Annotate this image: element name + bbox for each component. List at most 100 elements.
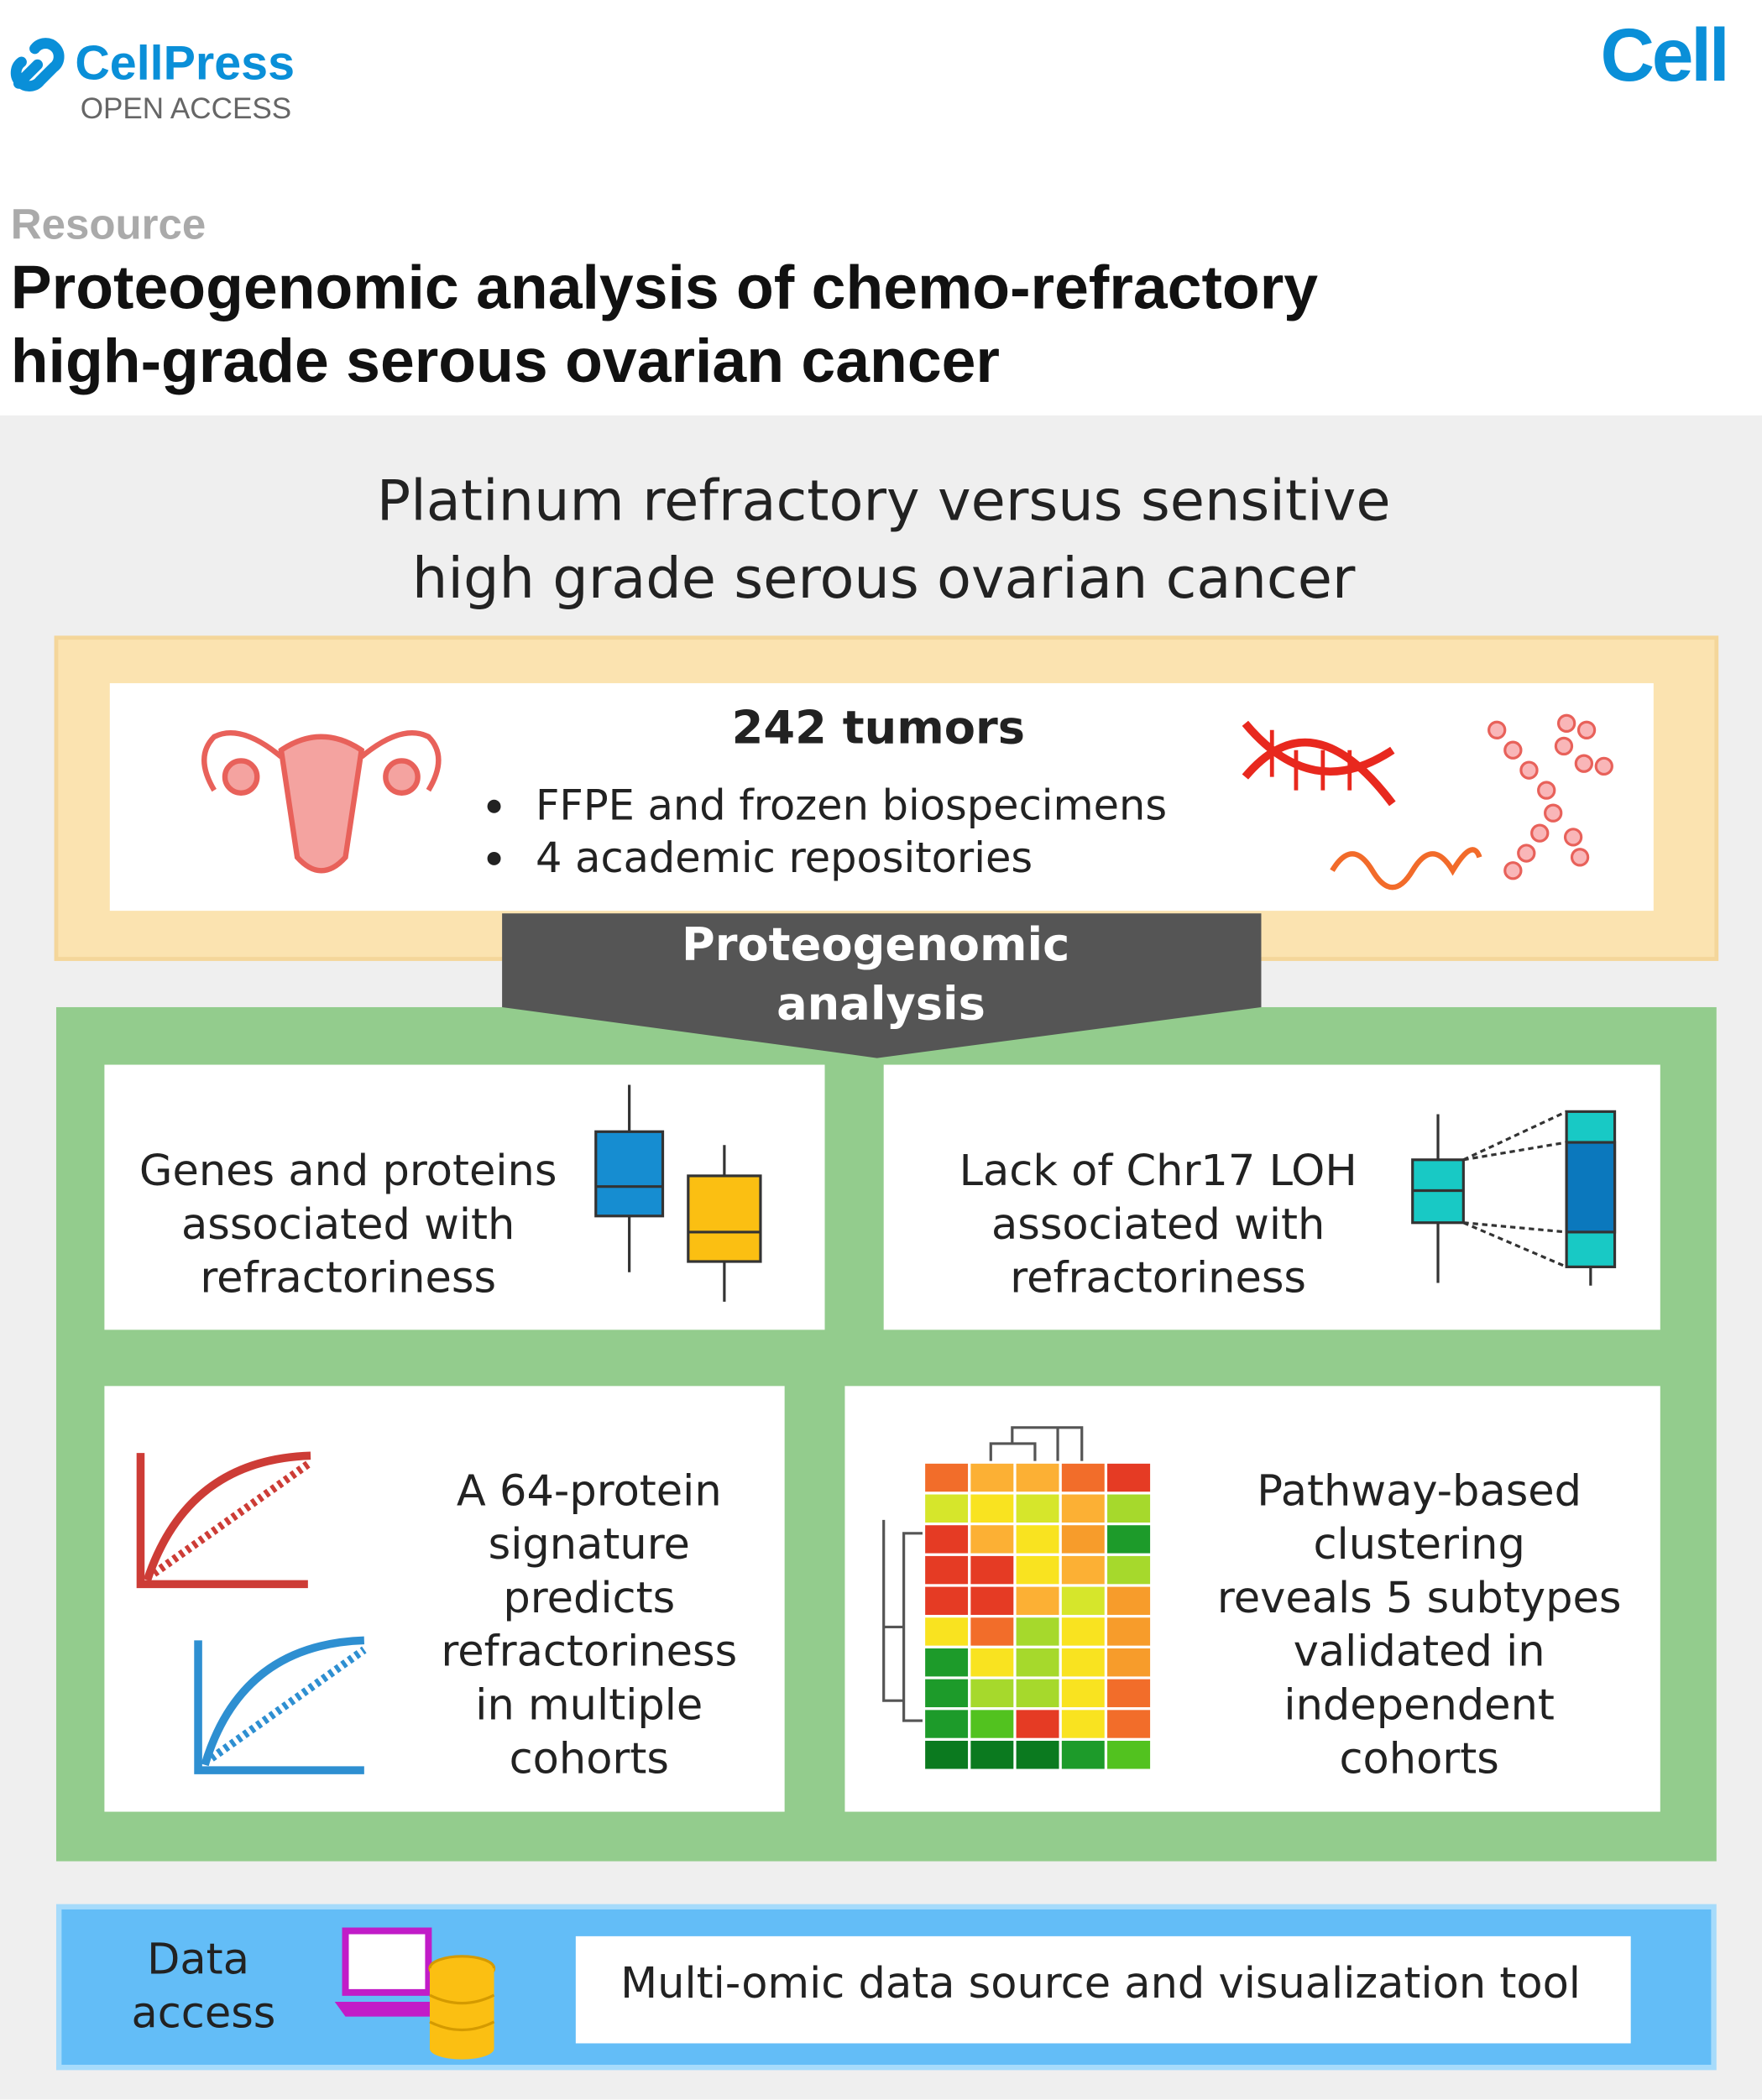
heatmap-cell [968, 1584, 1017, 1618]
heatmap-cell [1104, 1615, 1153, 1648]
heatmap-cell [968, 1615, 1017, 1648]
finding-text: signature [489, 1520, 690, 1570]
finding-text: associated with [181, 1200, 515, 1250]
finding-text: validated in [1294, 1627, 1545, 1677]
bullet [487, 799, 501, 813]
heatmap-cell [968, 1460, 1017, 1495]
access: OPEN ACCESS [81, 92, 291, 125]
heatmap-cell [968, 1707, 1017, 1742]
heatmap-cell [1104, 1707, 1153, 1742]
banner-text: analysis [776, 977, 986, 1030]
heatmap-cell [1104, 1737, 1153, 1772]
heatmap-cell [1059, 1645, 1108, 1679]
banner-arrow [502, 913, 1262, 1058]
finding-text: independent [1284, 1680, 1555, 1730]
heatmap-cell [1059, 1676, 1108, 1711]
heatmap-cell [922, 1615, 971, 1648]
heatmap-cell [1013, 1460, 1062, 1495]
article-type: Resource [11, 200, 207, 248]
banner-text: Proteogenomic [682, 918, 1069, 971]
heatmap-cell [1013, 1676, 1062, 1711]
heatmap-cell [922, 1584, 971, 1618]
uterus-icon [201, 730, 442, 874]
journal: Cell [1601, 13, 1728, 97]
data-access-label: Data [147, 1935, 249, 1985]
heatmap-cell [1013, 1491, 1062, 1526]
protein-icon [1488, 713, 1613, 880]
heatmap-cell [968, 1523, 1017, 1556]
abstract-title: Platinum refractory versus sensitive [377, 468, 1391, 533]
tool-text: Multi-omic data source and visualization… [620, 1959, 1581, 2009]
heatmap-cell [1104, 1584, 1153, 1618]
curves-icon [136, 1451, 367, 1774]
heatmap-cell [922, 1645, 971, 1679]
heatmap-cell [1059, 1707, 1108, 1742]
heatmap-cell [1013, 1584, 1062, 1618]
heatmap-cell [968, 1645, 1017, 1679]
tool-box [575, 1935, 1631, 2044]
finding-text: cohorts [510, 1734, 669, 1784]
heatmap-cell [1104, 1645, 1153, 1679]
finding-text: in multiple [475, 1680, 703, 1730]
heatmap-cell [1013, 1553, 1062, 1587]
publisher: CellPress [75, 37, 295, 91]
finding-text: reveals 5 subtypes [1217, 1574, 1622, 1623]
boxplot-icon [594, 1084, 762, 1302]
heatmap-cell [1059, 1553, 1108, 1587]
heatmap-cell [1059, 1615, 1108, 1648]
heatmap-cell [1104, 1676, 1153, 1711]
heatmap-cell [1104, 1553, 1153, 1587]
cohort-inner [109, 682, 1654, 912]
bullet [487, 851, 501, 865]
heatmap-cell [1013, 1523, 1062, 1556]
heatmap-cell [922, 1491, 971, 1526]
finding-text: refractoriness [1010, 1254, 1306, 1303]
heatmap [922, 1460, 1153, 1772]
finding-text: refractoriness [441, 1627, 737, 1677]
heatmap-cell [1013, 1615, 1062, 1648]
data-access-label: access [131, 1988, 275, 2038]
loh-icon [1411, 1110, 1617, 1286]
finding-text: clustering [1313, 1520, 1524, 1570]
heatmap-cell [1104, 1523, 1153, 1556]
heatmap-cell [922, 1737, 971, 1772]
finding-text: cohorts [1339, 1734, 1498, 1784]
finding-text: Lack of Chr17 LOH [959, 1147, 1357, 1196]
dna-icon [1242, 720, 1482, 891]
finding-text: associated with [991, 1200, 1325, 1250]
heatmap-cell [1059, 1460, 1108, 1495]
finding-text: refractoriness [200, 1254, 496, 1303]
article-title: high-grade serous ovarian cancer [11, 326, 1000, 395]
heatmap-cell [922, 1460, 971, 1495]
heatmap-cell [1013, 1737, 1062, 1772]
finding-text: Genes and proteins [139, 1147, 557, 1196]
heatmap-cell [922, 1676, 971, 1711]
heatmap-cell [968, 1491, 1017, 1526]
heatmap-cell [922, 1707, 971, 1742]
heatmap-cell [968, 1553, 1017, 1587]
heatmap-cell [922, 1553, 971, 1587]
heatmap-cell [1059, 1737, 1108, 1772]
cellpress-logo-icon [10, 38, 65, 91]
abstract-title: high grade serous ovarian cancer [412, 546, 1356, 611]
heatmap-cell [1059, 1491, 1108, 1526]
heatmap-cell [1104, 1491, 1153, 1526]
heatmap-cell [1013, 1645, 1062, 1679]
heatmap-cell [968, 1737, 1017, 1772]
cohort-heading: 242 tumors [732, 702, 1025, 755]
heatmap-cell [1104, 1460, 1153, 1495]
heatmap-cell [1013, 1707, 1062, 1742]
article-title: Proteogenomic analysis of chemo-refracto… [11, 253, 1319, 321]
heatmap-cell [1059, 1523, 1108, 1556]
dendrogram [882, 1426, 1084, 1722]
finding-text: Pathway-based [1257, 1466, 1582, 1516]
heatmap-cell [1059, 1584, 1108, 1618]
cohort-bullet: 4 academic repositories [536, 833, 1033, 882]
heatmap-cell [922, 1523, 971, 1556]
finding-text: predicts [503, 1574, 675, 1623]
finding-card [883, 1064, 1660, 1330]
laptop-db-icon [334, 1927, 496, 2060]
cohort-bullet: FFPE and frozen biospecimens [536, 781, 1167, 830]
